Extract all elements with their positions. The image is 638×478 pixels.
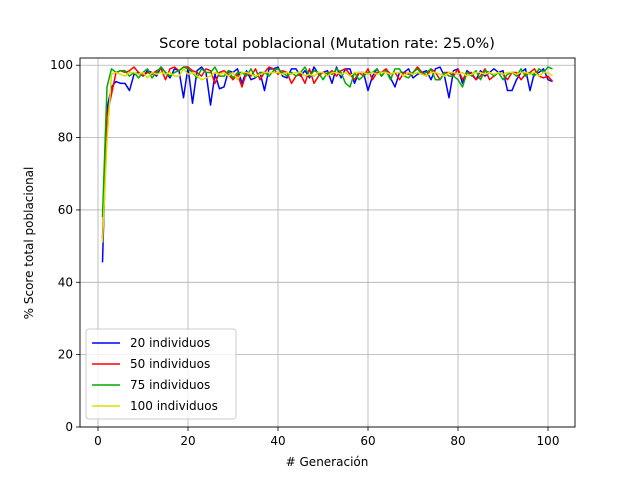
legend-box xyxy=(85,328,237,420)
y-tick-label: 100 xyxy=(50,58,73,72)
y-tick-label: 40 xyxy=(58,275,73,289)
plot-frame xyxy=(79,57,576,428)
y-tick-label: 20 xyxy=(58,348,73,362)
legend-label: 20 individuos xyxy=(130,336,210,350)
series-group xyxy=(101,66,554,263)
y-tick-label: 0 xyxy=(65,420,73,434)
legend-label: 100 individuos xyxy=(130,399,218,413)
series-line-3 xyxy=(101,66,553,218)
x-tick-label: 100 xyxy=(537,434,560,448)
x-tick-label: 60 xyxy=(360,434,375,448)
series-line-2 xyxy=(101,66,554,239)
x-tick-label: 80 xyxy=(450,434,465,448)
series-line-4 xyxy=(101,68,553,243)
legend: 20 individuos 50 individuos 75 individuos 1… xyxy=(85,328,237,420)
x-tick-label: 0 xyxy=(94,434,102,448)
chart-title: Score total poblacional (Mutation rate: … xyxy=(159,36,495,52)
y-tick-label: 80 xyxy=(58,131,73,145)
axis-ticks: 0 20 40 60 80 100 0 20 40 60 80 100 xyxy=(50,58,559,448)
x-axis-title: # Generación xyxy=(286,455,369,469)
y-axis-title: % Score total poblacional xyxy=(22,167,36,320)
x-tick-label: 20 xyxy=(180,434,195,448)
x-tick-label: 40 xyxy=(270,434,285,448)
legend-label: 75 individuos xyxy=(130,378,210,392)
legend-label: 50 individuos xyxy=(130,357,210,371)
y-tick-label: 60 xyxy=(58,203,73,217)
